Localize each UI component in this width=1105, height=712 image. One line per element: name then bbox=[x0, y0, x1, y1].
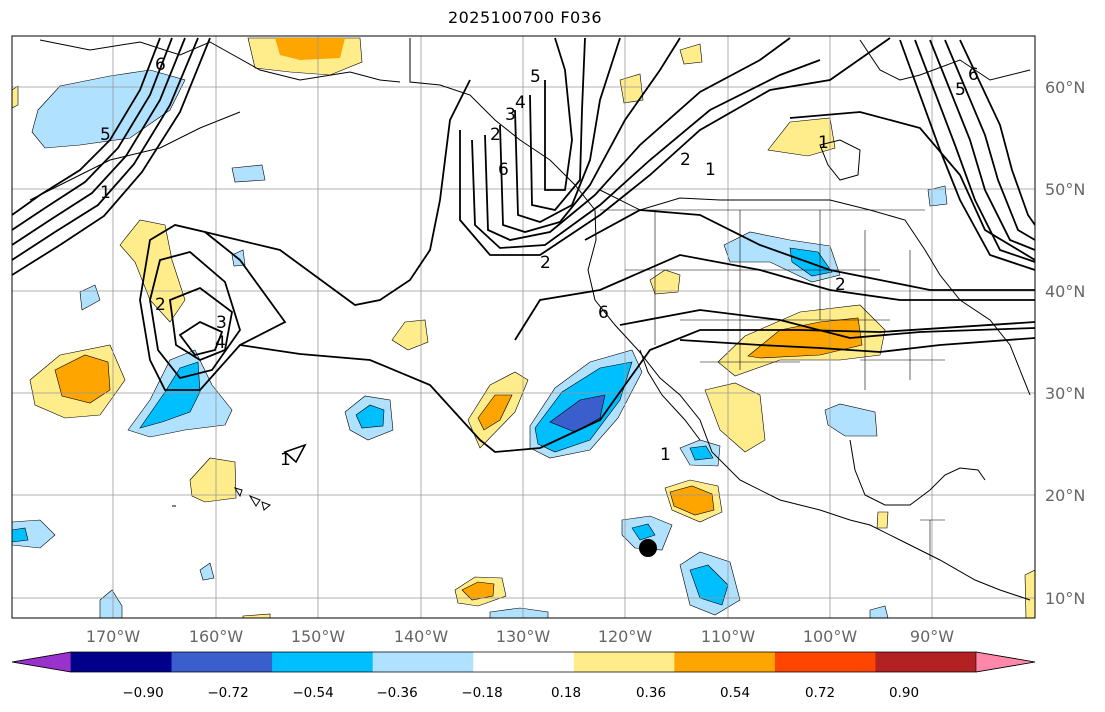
colorbar-swatch bbox=[272, 652, 374, 672]
colorbar-swatch bbox=[573, 652, 675, 672]
contour-label: 6 bbox=[498, 160, 509, 180]
contour-label: 1 bbox=[705, 160, 716, 180]
colorbar-extend-high bbox=[975, 651, 1036, 673]
colorbar-tick-label: −0.54 bbox=[292, 685, 333, 701]
contour-label-group: 1 2 3 4 5 6 1 2 1 2 3 4 5 6 5 6 1 2 6 1 … bbox=[100, 55, 979, 470]
contour-label: 2 bbox=[835, 275, 846, 295]
colorbar-tick-label: 0.54 bbox=[720, 685, 750, 701]
contour-label: 3 bbox=[216, 313, 227, 333]
colorbar-swatch bbox=[875, 652, 977, 672]
contour-label: 2 bbox=[540, 253, 551, 273]
hawaii-islands bbox=[172, 487, 271, 511]
lat-label: 30°N bbox=[1045, 384, 1085, 403]
lon-label: 130°W bbox=[496, 627, 551, 646]
contour-label: 1 bbox=[818, 133, 829, 153]
contour-label: 1 bbox=[660, 445, 671, 465]
colorbar-tick-label: 0.36 bbox=[636, 685, 666, 701]
colorbar-swatch bbox=[171, 652, 273, 672]
lon-label: 90°W bbox=[910, 627, 954, 646]
lat-label: 10°N bbox=[1045, 589, 1085, 608]
colorbar-tick-label: −0.72 bbox=[207, 685, 248, 701]
colorbar-extend-low bbox=[11, 651, 72, 673]
colorbar-tick-label: −0.36 bbox=[376, 685, 417, 701]
coastlines bbox=[29, 38, 1031, 601]
contour-label: 3 bbox=[505, 105, 516, 125]
contour-label: 4 bbox=[215, 333, 226, 353]
colorbar-swatch bbox=[473, 652, 575, 672]
lon-label: 170°W bbox=[86, 627, 141, 646]
lat-label: 20°N bbox=[1045, 486, 1085, 505]
map-title: 2025100700 F036 bbox=[447, 8, 603, 27]
colorbar-ticks: −0.90 −0.72 −0.54 −0.36 −0.18 0.18 0.36 … bbox=[122, 685, 919, 701]
colorbar-swatch bbox=[674, 652, 776, 672]
contour-label: 1 bbox=[100, 183, 111, 203]
lon-label: 160°W bbox=[189, 627, 244, 646]
contour-label: 6 bbox=[155, 55, 166, 75]
contour-lines bbox=[12, 37, 1035, 464]
colorbar-swatch bbox=[71, 652, 173, 672]
contour-label: 1 bbox=[280, 450, 291, 470]
storm-center-marker bbox=[639, 539, 657, 557]
positive-anomaly-fills bbox=[12, 37, 1035, 618]
colorbar bbox=[11, 651, 1036, 673]
negative-anomaly-fills bbox=[12, 69, 948, 618]
contour-label: 5 bbox=[530, 67, 541, 87]
contour-label: 2 bbox=[155, 295, 166, 315]
colorbar-swatch bbox=[774, 652, 876, 672]
colorbar-tick-label: −0.18 bbox=[461, 685, 502, 701]
lat-label: 40°N bbox=[1045, 282, 1085, 301]
latitude-axis: 60°N 50°N 40°N 30°N 20°N 10°N bbox=[1045, 78, 1085, 608]
lon-label: 120°W bbox=[598, 627, 653, 646]
contour-label: 6 bbox=[968, 65, 979, 85]
contour-label: 5 bbox=[955, 80, 966, 100]
lat-label: 50°N bbox=[1045, 180, 1085, 199]
colorbar-tick-label: −0.90 bbox=[122, 685, 163, 701]
political-borders bbox=[409, 38, 945, 560]
lon-label: 100°W bbox=[803, 627, 858, 646]
contour-label: 2 bbox=[490, 125, 501, 145]
colorbar-tick-label: 0.72 bbox=[805, 685, 835, 701]
contour-label: 4 bbox=[515, 93, 526, 113]
contour-label: 6 bbox=[598, 303, 609, 323]
lat-label: 60°N bbox=[1045, 78, 1085, 97]
colorbar-outline bbox=[11, 651, 1036, 673]
longitude-axis: 170°W 160°W 150°W 140°W 130°W 120°W 110°… bbox=[86, 627, 954, 646]
colorbar-tick-label: 0.18 bbox=[551, 685, 581, 701]
graticule bbox=[12, 36, 1035, 618]
colorbar-swatch bbox=[372, 652, 474, 672]
lon-label: 110°W bbox=[701, 627, 756, 646]
lon-label: 140°W bbox=[394, 627, 449, 646]
contour-label: 5 bbox=[100, 125, 111, 145]
colorbar-tick-label: 0.90 bbox=[889, 685, 919, 701]
contour-label: 2 bbox=[680, 150, 691, 170]
lon-label: 150°W bbox=[291, 627, 346, 646]
map-border bbox=[11, 35, 1036, 619]
